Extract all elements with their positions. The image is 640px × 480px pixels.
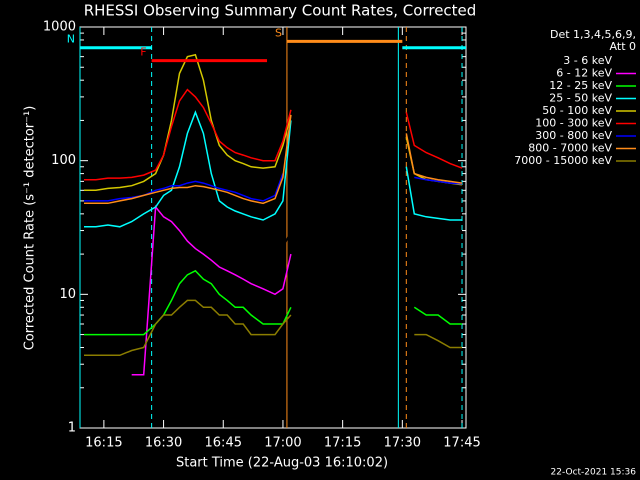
series-line: [84, 299, 462, 357]
legend-label: 7000 - 15000 keV: [514, 154, 612, 167]
x-tick-label: 17:00: [264, 436, 301, 451]
series-line: [84, 88, 463, 181]
series-line: [84, 110, 462, 228]
x-tick-label: 17:30: [384, 436, 421, 451]
legend-label: 25 - 50 keV: [549, 92, 612, 105]
series-line: [155, 189, 292, 255]
y-tick-label: 1: [68, 421, 76, 436]
x-tick-label: 16:30: [145, 436, 182, 451]
flag-label: N: [67, 33, 75, 46]
legend-title: Det 1,3,4,5,6,9,: [550, 28, 636, 41]
series-line: [84, 269, 462, 336]
flag-label: F: [140, 46, 146, 59]
legend-label: 300 - 800 keV: [535, 129, 612, 142]
series-line: [84, 114, 463, 205]
x-tick-label: 16:45: [205, 436, 242, 451]
legend-label: 6 - 12 keV: [556, 67, 612, 80]
chart-title: RHESSI Observing Summary Count Rates, Co…: [84, 2, 477, 20]
y-tick-label: 10: [59, 287, 76, 302]
y-tick-label: 1000: [43, 20, 76, 35]
series-line: [84, 173, 463, 202]
legend-label: 3 - 6 keV: [563, 54, 612, 67]
y-tick-label: 100: [51, 153, 76, 168]
series-line: [84, 53, 463, 192]
series-line: [132, 207, 415, 405]
legend-label: 800 - 7000 keV: [528, 142, 612, 155]
x-tick-label: 17:45: [443, 436, 480, 451]
legend-title: Att 0: [610, 40, 636, 53]
x-tick-label: 16:15: [85, 436, 122, 451]
legend-label: 12 - 25 keV: [549, 79, 612, 92]
legend-label: 50 - 100 keV: [542, 104, 612, 117]
flag-label: S: [275, 26, 282, 39]
y-axis-label: Corrected Count Rate (s⁻¹ detector⁻¹): [23, 106, 38, 351]
x-axis-label: Start Time (22-Aug-03 16:10:02): [176, 456, 388, 471]
legend-label: 100 - 300 keV: [535, 117, 612, 130]
footer: 22-Oct-2021 15:36: [551, 468, 637, 478]
x-tick-label: 17:15: [324, 436, 361, 451]
plot-frame: [79, 26, 467, 429]
